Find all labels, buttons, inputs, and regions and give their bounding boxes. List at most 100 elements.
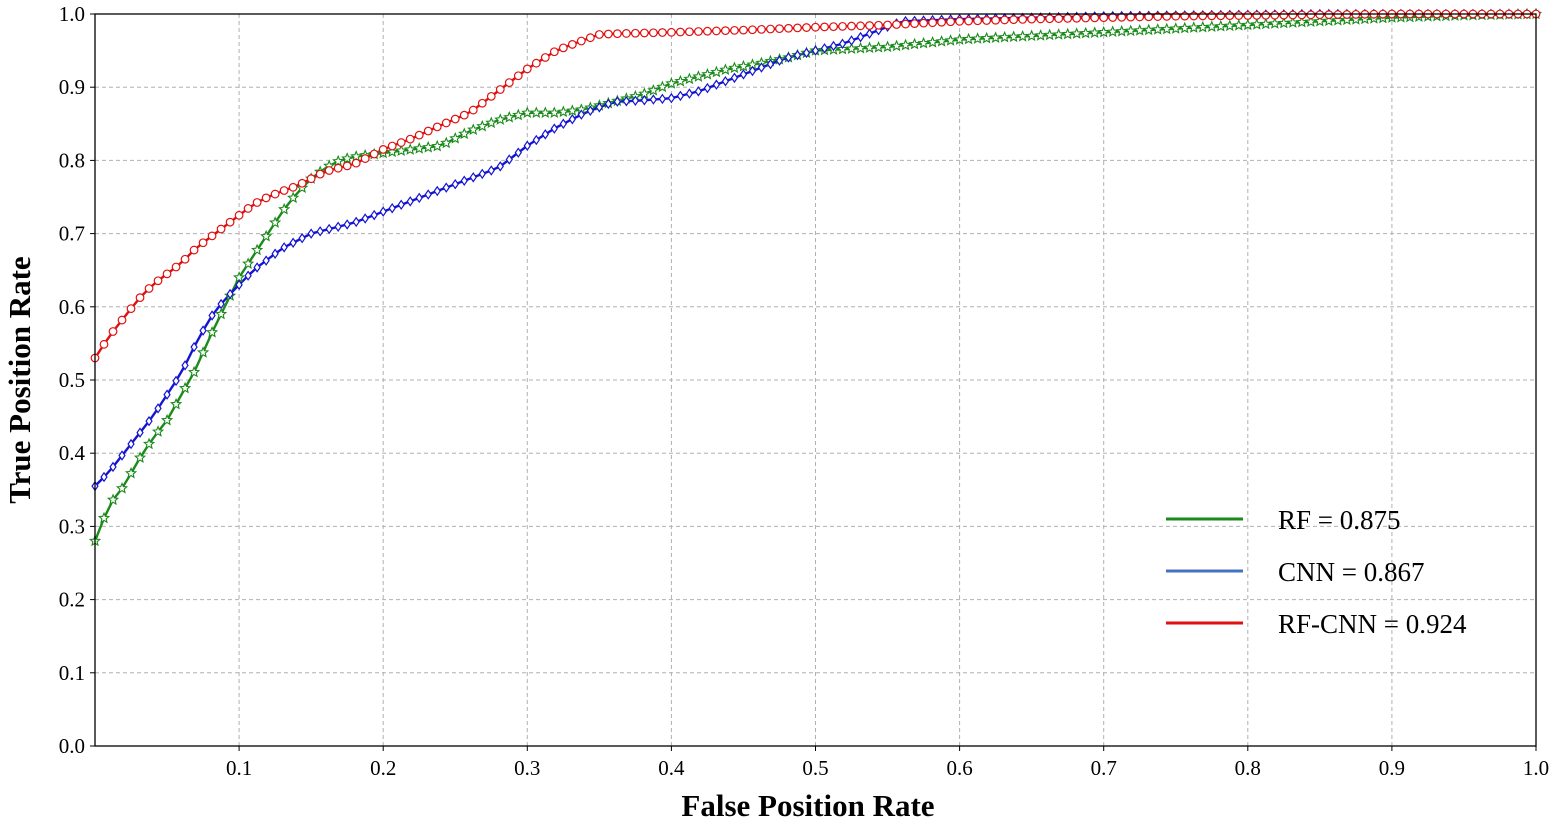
series-point-1 xyxy=(721,76,730,87)
series-point-2 xyxy=(288,182,298,192)
series-point-1 xyxy=(856,31,865,43)
series-point-1 xyxy=(235,279,243,291)
y-tick-label: 1.0 xyxy=(59,2,85,26)
series-point-2 xyxy=(585,33,595,43)
series-point-1 xyxy=(595,102,604,113)
series-point-0 xyxy=(1142,23,1155,36)
series-point-0 xyxy=(1295,15,1308,28)
series-point-2 xyxy=(802,23,811,32)
series-point-0 xyxy=(241,257,255,270)
series-point-0 xyxy=(737,59,750,72)
series-point-2 xyxy=(576,36,586,46)
series-point-2 xyxy=(1108,13,1118,22)
series-point-2 xyxy=(549,47,559,57)
series-point-1 xyxy=(361,213,369,224)
series-point-0 xyxy=(395,144,408,157)
series-point-0 xyxy=(476,119,489,132)
series-point-1 xyxy=(559,118,567,130)
series-point-0 xyxy=(133,451,147,463)
series-point-0 xyxy=(413,142,426,154)
series-point-2 xyxy=(396,138,406,147)
series-point-0 xyxy=(278,202,291,215)
series-point-1 xyxy=(775,55,784,66)
series-point-1 xyxy=(532,134,540,146)
series-point-2 xyxy=(522,64,532,74)
series-point-0 xyxy=(872,40,885,53)
legend: RF = 0.875 CNN = 0.867 RF-CNN = 0.924 xyxy=(1166,505,1467,639)
series-point-0 xyxy=(962,32,975,45)
series-point-0 xyxy=(926,35,939,48)
series-point-2 xyxy=(531,58,541,68)
x-tick-label: 0.6 xyxy=(946,756,972,780)
series-point-2 xyxy=(910,19,919,29)
series-point-2 xyxy=(639,28,649,38)
series-point-1 xyxy=(442,182,450,193)
series-point-0 xyxy=(431,139,444,152)
x-tick-label: 0.2 xyxy=(370,756,396,780)
series-point-1 xyxy=(451,178,459,190)
series-point-0 xyxy=(1205,20,1218,33)
series-point-0 xyxy=(1187,21,1200,33)
series-point-0 xyxy=(998,30,1011,43)
series-point-0 xyxy=(1331,13,1344,26)
series-point-1 xyxy=(541,129,549,140)
series-point-2 xyxy=(829,22,838,32)
series-point-0 xyxy=(503,110,516,123)
series-point-0 xyxy=(665,77,678,89)
series-point-2 xyxy=(270,189,280,199)
series-point-0 xyxy=(1061,27,1074,40)
series-point-0 xyxy=(845,42,858,54)
series-point-1 xyxy=(487,165,495,176)
series-point-2 xyxy=(820,22,829,32)
y-tick-label: 0.5 xyxy=(59,368,85,392)
series-point-2 xyxy=(315,169,325,179)
series-point-0 xyxy=(1178,21,1191,34)
ticks: 0.1 0.2 0.3 0.4 0.5 0.6 0.7 0.8 0.9 1.0 0.0 0.1 0.2 0… xyxy=(59,2,1549,780)
series-point-2 xyxy=(847,21,856,31)
series-point-0 xyxy=(521,106,534,119)
series-point-1 xyxy=(244,270,252,281)
series-point-2 xyxy=(135,293,145,303)
x-tick-label: 0.9 xyxy=(1379,756,1405,780)
series-point-2 xyxy=(414,130,424,140)
series-point-0 xyxy=(1268,17,1281,29)
series-point-0 xyxy=(530,106,543,119)
series-point-1 xyxy=(829,40,838,52)
series-point-1 xyxy=(685,88,694,99)
series-point-2 xyxy=(1045,14,1055,24)
series-point-2 xyxy=(306,174,316,184)
series-point-2 xyxy=(450,114,460,124)
series-point-2 xyxy=(874,20,883,30)
series-point-0 xyxy=(251,243,264,256)
series-point-2 xyxy=(144,284,154,293)
series-point-2 xyxy=(477,98,487,108)
series-point-0 xyxy=(1259,17,1272,30)
series-point-2 xyxy=(243,204,253,213)
y-tick-label: 0.0 xyxy=(59,734,85,758)
series-point-2 xyxy=(216,224,226,234)
series-point-0 xyxy=(386,145,399,158)
series-point-0 xyxy=(115,481,129,494)
series-point-1 xyxy=(289,237,297,248)
series-point-2 xyxy=(991,15,1001,25)
series-point-1 xyxy=(127,438,135,450)
series-point-0 xyxy=(151,425,165,437)
series-point-0 xyxy=(106,493,120,506)
series-point-2 xyxy=(928,18,937,28)
series-point-0 xyxy=(449,132,462,144)
series-point-2 xyxy=(387,141,397,151)
series-point-2 xyxy=(234,210,244,220)
series-point-1 xyxy=(838,38,847,49)
series-point-0 xyxy=(187,365,201,378)
series-point-0 xyxy=(881,40,894,53)
series-point-1 xyxy=(766,58,775,70)
series-point-0 xyxy=(863,41,876,54)
series-point-0 xyxy=(259,229,273,242)
series-point-2 xyxy=(1153,12,1163,21)
series-point-0 xyxy=(854,41,867,54)
x-tick-label: 0.3 xyxy=(514,756,540,780)
series-point-0 xyxy=(494,113,507,125)
series-point-0 xyxy=(656,80,669,93)
series-point-1 xyxy=(460,175,468,187)
series-point-1 xyxy=(163,389,171,400)
